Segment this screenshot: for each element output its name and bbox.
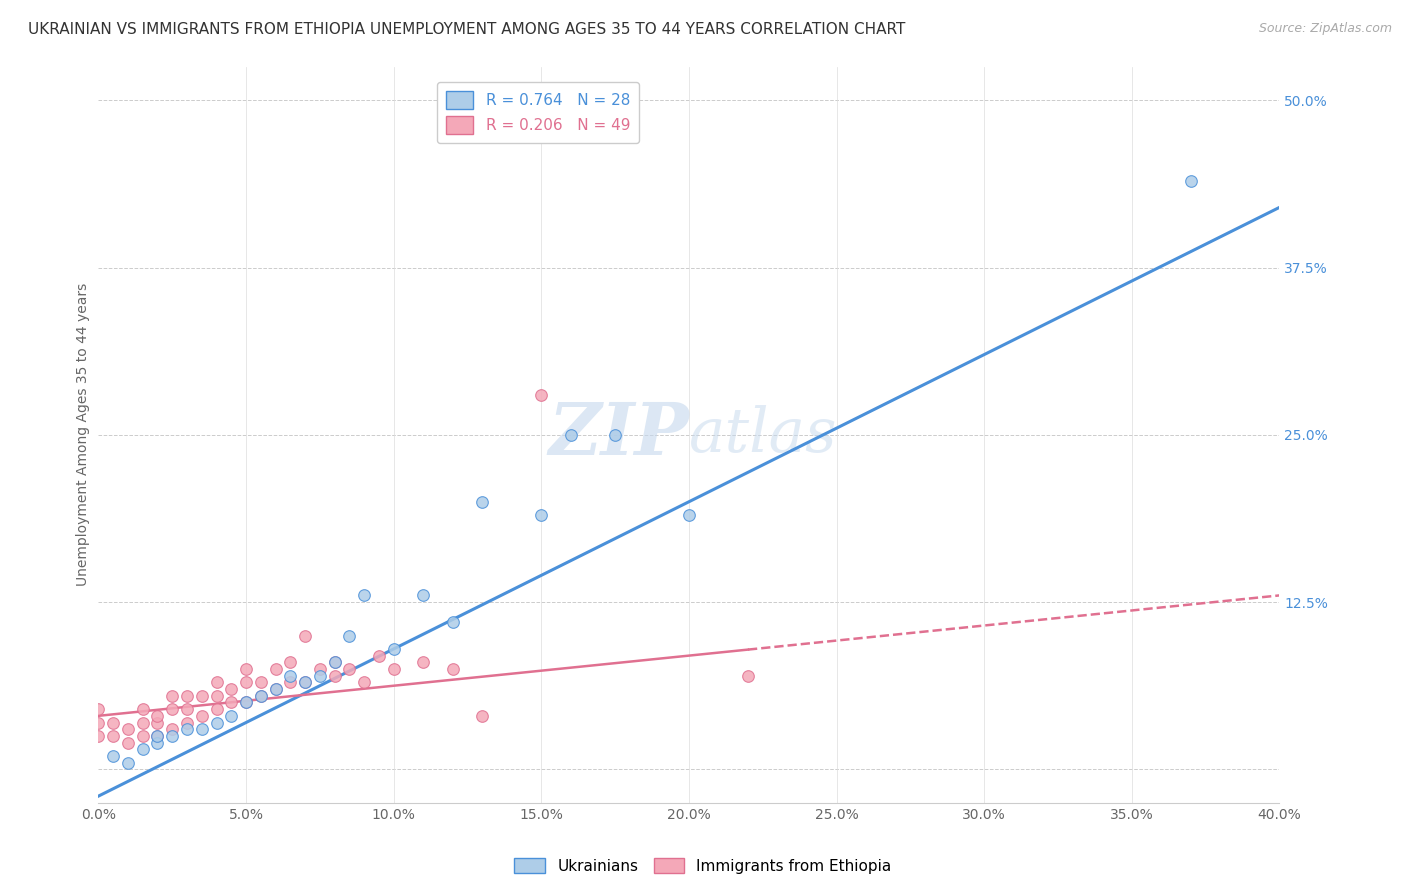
- Legend: Ukrainians, Immigrants from Ethiopia: Ukrainians, Immigrants from Ethiopia: [509, 852, 897, 880]
- Point: [294, 675, 316, 690]
- Point: [264, 662, 287, 676]
- Point: [530, 387, 553, 401]
- Point: [205, 675, 228, 690]
- Point: [250, 675, 273, 690]
- Point: [1180, 173, 1202, 187]
- Point: [176, 702, 198, 716]
- Text: ZIP: ZIP: [548, 400, 689, 470]
- Point: [441, 662, 464, 676]
- Text: atlas: atlas: [689, 405, 838, 465]
- Point: [250, 689, 273, 703]
- Y-axis label: Unemployment Among Ages 35 to 44 years: Unemployment Among Ages 35 to 44 years: [76, 284, 90, 586]
- Point: [280, 655, 302, 669]
- Point: [412, 655, 434, 669]
- Point: [441, 615, 464, 630]
- Point: [339, 628, 361, 642]
- Point: [87, 715, 110, 730]
- Point: [191, 708, 214, 723]
- Point: [235, 675, 257, 690]
- Point: [309, 669, 332, 683]
- Point: [87, 702, 110, 716]
- Point: [221, 696, 243, 710]
- Point: [353, 675, 375, 690]
- Point: [382, 662, 405, 676]
- Point: [382, 642, 405, 657]
- Point: [250, 689, 273, 703]
- Point: [162, 689, 183, 703]
- Point: [176, 723, 198, 737]
- Point: [280, 669, 302, 683]
- Point: [205, 689, 228, 703]
- Point: [412, 589, 434, 603]
- Point: [221, 708, 243, 723]
- Point: [146, 729, 169, 743]
- Point: [205, 702, 228, 716]
- Text: Source: ZipAtlas.com: Source: ZipAtlas.com: [1258, 22, 1392, 36]
- Point: [294, 675, 316, 690]
- Point: [162, 723, 183, 737]
- Point: [117, 735, 139, 749]
- Point: [235, 696, 257, 710]
- Point: [560, 427, 582, 442]
- Point: [264, 681, 287, 696]
- Point: [132, 702, 155, 716]
- Point: [353, 589, 375, 603]
- Point: [264, 681, 287, 696]
- Point: [605, 427, 627, 442]
- Point: [530, 508, 553, 523]
- Point: [132, 742, 155, 756]
- Point: [176, 715, 198, 730]
- Point: [471, 708, 494, 723]
- Point: [323, 669, 346, 683]
- Point: [117, 723, 139, 737]
- Point: [162, 729, 183, 743]
- Point: [368, 648, 391, 663]
- Point: [103, 749, 125, 764]
- Point: [117, 756, 139, 770]
- Point: [737, 669, 759, 683]
- Point: [146, 715, 169, 730]
- Point: [678, 508, 700, 523]
- Point: [205, 715, 228, 730]
- Point: [176, 689, 198, 703]
- Point: [323, 655, 346, 669]
- Point: [235, 696, 257, 710]
- Point: [309, 662, 332, 676]
- Point: [191, 689, 214, 703]
- Point: [294, 628, 316, 642]
- Point: [191, 723, 214, 737]
- Point: [103, 729, 125, 743]
- Point: [471, 494, 494, 508]
- Point: [235, 662, 257, 676]
- Point: [280, 675, 302, 690]
- Point: [339, 662, 361, 676]
- Point: [146, 708, 169, 723]
- Point: [146, 735, 169, 749]
- Point: [132, 729, 155, 743]
- Point: [323, 655, 346, 669]
- Point: [87, 729, 110, 743]
- Point: [162, 702, 183, 716]
- Point: [221, 681, 243, 696]
- Point: [132, 715, 155, 730]
- Legend: R = 0.764   N = 28, R = 0.206   N = 49: R = 0.764 N = 28, R = 0.206 N = 49: [437, 82, 640, 143]
- Text: UKRAINIAN VS IMMIGRANTS FROM ETHIOPIA UNEMPLOYMENT AMONG AGES 35 TO 44 YEARS COR: UKRAINIAN VS IMMIGRANTS FROM ETHIOPIA UN…: [28, 22, 905, 37]
- Point: [146, 729, 169, 743]
- Point: [103, 715, 125, 730]
